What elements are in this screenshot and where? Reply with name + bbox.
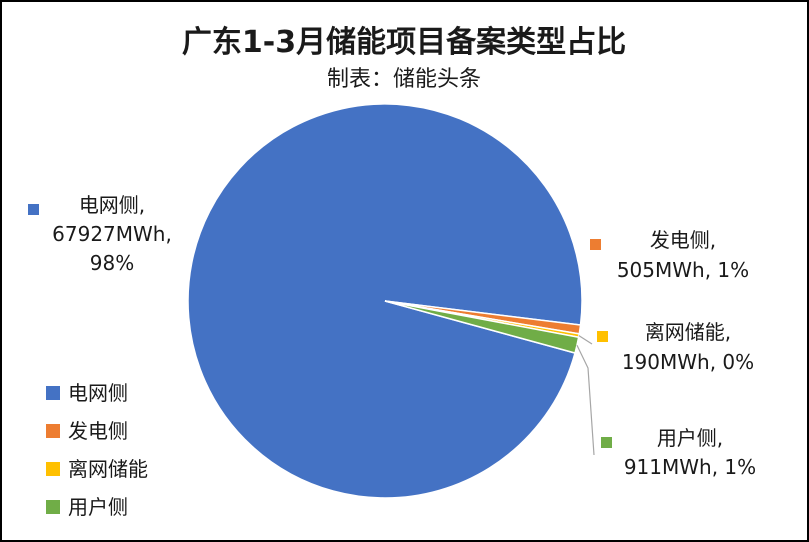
legend-swatch-user-side [46,500,60,514]
data-label-grid-side-line-1: 电网侧, [79,193,145,217]
data-label-user-side-line-1: 用户侧, [657,426,723,450]
chart-subtitle: 制表：储能头条 [327,67,481,92]
legend-swatch-grid-side [46,386,60,400]
legend-label-off-grid-storage: 离网储能 [68,457,148,481]
legend-label-generation-side: 发电侧 [68,419,128,443]
data-label-marker-user-side [601,437,612,448]
data-label-generation-side-line-1: 发电侧, [650,228,716,252]
legend-label-grid-side: 电网侧 [68,381,128,405]
data-label-grid-side-line-3: 98% [90,251,134,275]
legend-label-user-side: 用户侧 [68,495,128,519]
data-label-generation-side-line-2: 505MWh, 1% [617,258,749,282]
data-label-off-grid-storage-line-2: 190MWh, 0% [622,350,754,374]
pie-slices [187,103,583,499]
leader-line-user-side [576,344,595,456]
data-label-marker-off-grid-storage [597,331,608,342]
data-label-user-side-line-2: 911MWh, 1% [624,455,756,479]
data-labels: 电网侧, 67927MWh, 98% 发电侧, 505MWh, 1% 离网储能, 190MW… [28,193,756,479]
leader-line-off-grid-storage [578,335,593,345]
data-label-marker-generation-side [590,239,601,250]
legend-swatch-generation-side [46,424,60,438]
legend-swatch-off-grid-storage [46,462,60,476]
data-label-grid-side-line-2: 67927MWh, [52,222,172,246]
leader-lines [576,335,595,456]
data-label-marker-grid-side [28,204,39,215]
chart-title: 广东1-3月储能项目备案类型占比 [182,25,626,60]
data-label-off-grid-storage-line-1: 离网储能, [645,320,731,344]
pie-slice-user-side [384,300,580,354]
